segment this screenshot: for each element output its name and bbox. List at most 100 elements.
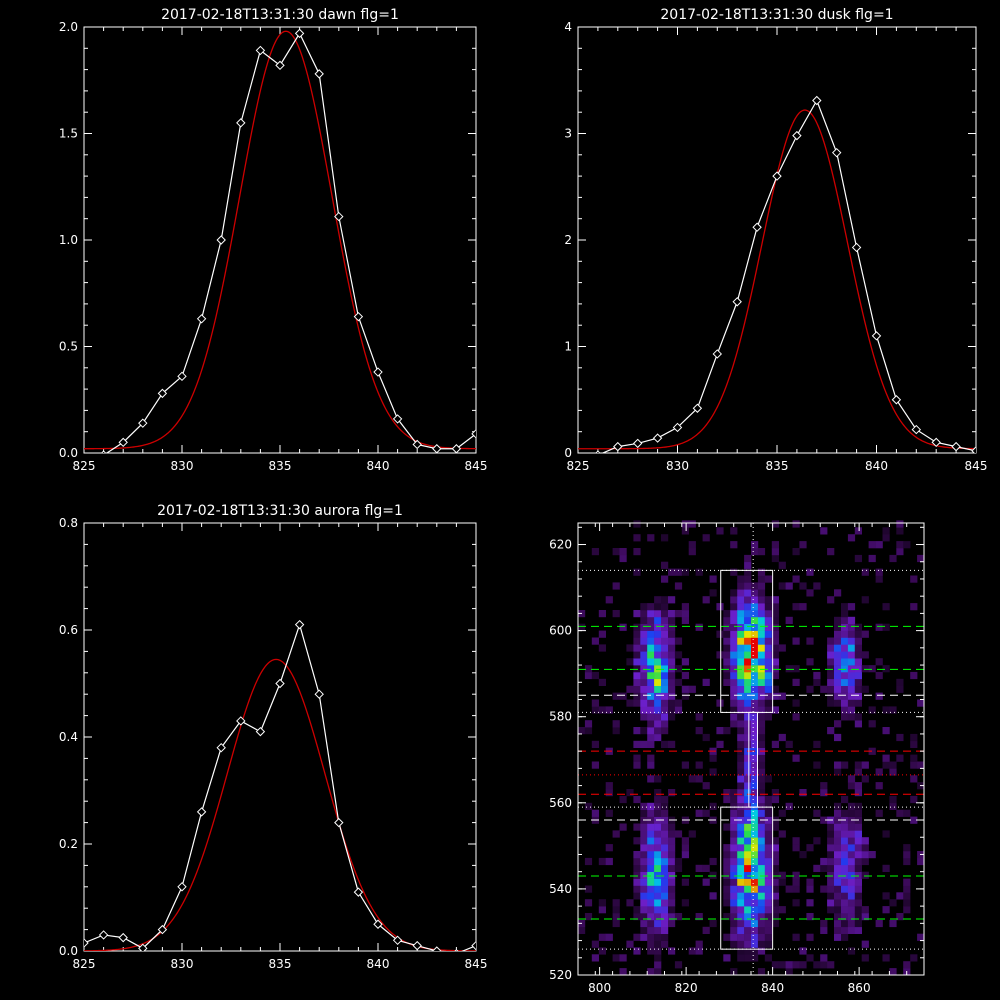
heatmap-cell xyxy=(854,644,862,652)
heatmap-cell xyxy=(633,658,641,666)
heatmap-cell xyxy=(751,837,759,845)
heatmap-cell xyxy=(723,651,731,659)
heatmap-cell xyxy=(654,658,662,666)
heatmap-cell xyxy=(633,671,641,680)
heatmap-cell xyxy=(854,789,862,797)
heatmap-cell xyxy=(661,671,669,680)
heatmap-cell xyxy=(771,651,779,659)
heatmap-cell xyxy=(737,878,745,886)
heatmap-cell xyxy=(834,692,842,700)
heatmap-cell xyxy=(640,809,648,817)
heatmap-cell xyxy=(903,899,911,907)
heatmap-cell xyxy=(737,844,745,852)
line-chart-0: 2017-02-18T13:31:30 dawn flg=1 825 830 835 8… xyxy=(59,7,488,473)
heatmap-cell xyxy=(612,906,620,914)
heatmap-cell xyxy=(661,610,669,618)
heatmap-cell xyxy=(654,857,662,866)
heatmap-cell xyxy=(792,603,800,611)
heatmap-cell xyxy=(744,575,752,583)
heatmap-cell xyxy=(882,706,890,714)
heatmap-cell xyxy=(757,596,766,604)
heatmap-cell xyxy=(744,554,752,563)
heatmap-cell xyxy=(751,713,759,721)
heatmap-cell xyxy=(661,561,669,569)
heatmap-cell xyxy=(813,809,821,817)
x-tick-label: 800 xyxy=(588,981,611,995)
heatmap-cell xyxy=(847,713,856,721)
heatmap-cell xyxy=(751,878,759,886)
heatmap-cell xyxy=(633,871,641,879)
heatmap-cell xyxy=(757,823,766,831)
heatmap-cell xyxy=(806,685,814,693)
heatmap-cell xyxy=(647,892,655,900)
heatmap-cell xyxy=(896,541,904,549)
heatmap-cell xyxy=(633,644,641,652)
heatmap-cell xyxy=(757,906,766,914)
heatmap-cell xyxy=(612,899,620,907)
heatmap-cell xyxy=(674,568,683,576)
heatmap-cell xyxy=(757,892,766,900)
heatmap-cell xyxy=(612,913,620,921)
heatmap-cell xyxy=(730,885,738,893)
heatmap-cell xyxy=(654,851,662,859)
heatmap-cell xyxy=(661,892,669,900)
heatmap-cell xyxy=(751,768,759,776)
heatmap-cell xyxy=(917,933,925,941)
heatmap-cell xyxy=(764,651,772,659)
data-point xyxy=(831,147,842,158)
heatmap-cell xyxy=(847,823,856,831)
heatmap-cell xyxy=(640,830,648,838)
heatmap-cell xyxy=(751,754,759,762)
heatmap-cell xyxy=(688,685,696,693)
heatmap-cell xyxy=(827,685,835,693)
heatmap-cell xyxy=(757,947,766,955)
heatmap-cell xyxy=(668,844,676,852)
heatmap-cell xyxy=(661,623,669,631)
data-point xyxy=(118,437,128,448)
heatmap-cell xyxy=(661,802,669,810)
heatmap-cell xyxy=(771,520,779,528)
heatmap-cell xyxy=(854,678,862,686)
heatmap-cell xyxy=(661,899,669,907)
heatmap-cell xyxy=(757,919,766,928)
heatmap-cell xyxy=(737,926,745,934)
heatmap-cell xyxy=(751,830,759,838)
heatmap-cell xyxy=(792,899,800,907)
y-tick-label: 540 xyxy=(549,882,572,896)
data-point xyxy=(216,742,226,753)
heatmap-cell xyxy=(737,782,745,790)
data-point xyxy=(314,689,324,699)
heatmap-cell xyxy=(757,795,766,804)
heatmap-cell xyxy=(730,940,738,948)
heatmap-cell xyxy=(744,589,752,597)
heatmap-cell xyxy=(744,699,752,707)
heatmap-cell xyxy=(834,878,842,886)
heatmap-cell xyxy=(647,885,655,893)
heatmap-cell xyxy=(764,637,772,645)
heatmap-cell xyxy=(841,906,849,914)
heatmap-cell xyxy=(841,706,849,714)
heatmap-cell xyxy=(834,906,842,914)
heatmap-cell xyxy=(757,637,766,645)
heatmap-cell xyxy=(654,878,662,886)
heatmap-cell xyxy=(827,899,835,907)
heatmap-cell xyxy=(744,568,752,576)
heatmap-cell xyxy=(681,899,689,907)
heatmap-cell xyxy=(841,685,849,693)
heatmap-cell xyxy=(681,603,689,611)
heatmap-cell xyxy=(612,692,620,700)
heatmap-cell xyxy=(744,665,752,673)
heatmap-cell xyxy=(695,727,703,735)
heatmap-cell xyxy=(730,844,738,852)
heatmap-cell xyxy=(854,837,862,845)
heatmap-cell xyxy=(834,926,842,934)
data-point xyxy=(812,95,822,106)
heatmap-cell xyxy=(813,837,821,845)
heatmap-cell xyxy=(847,851,856,859)
heatmap-cell xyxy=(668,568,676,576)
heatmap-cell xyxy=(744,761,752,769)
heatmap-cell xyxy=(757,548,766,556)
heatmap-cell xyxy=(875,809,883,817)
heatmap-cell xyxy=(834,630,842,638)
heatmap-cell xyxy=(668,864,676,872)
